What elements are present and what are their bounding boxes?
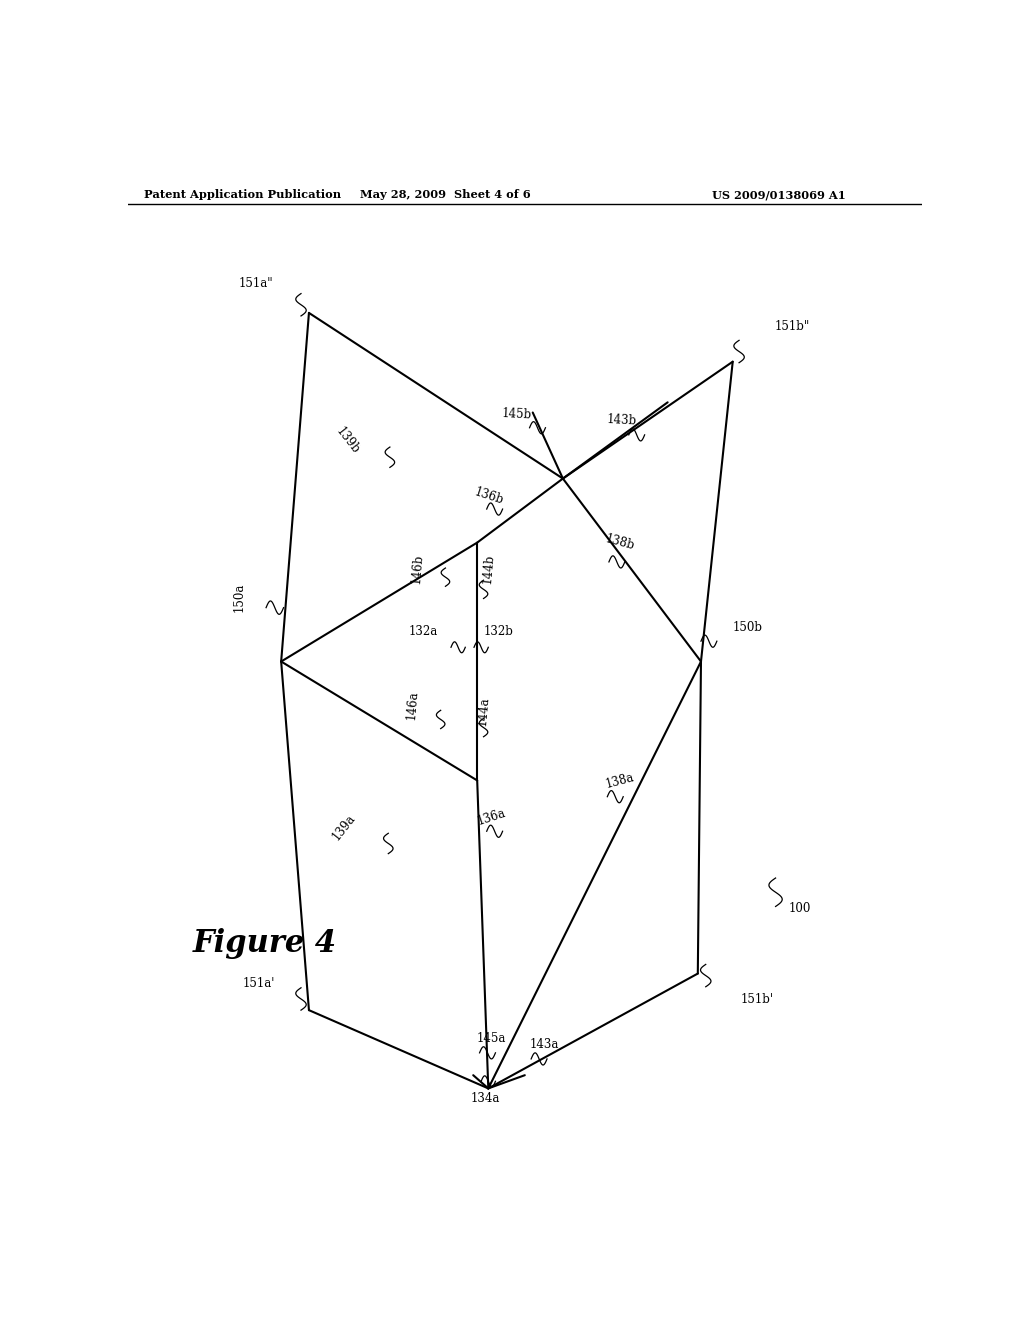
Text: Patent Application Publication: Patent Application Publication [143,190,341,201]
Text: 134a: 134a [470,1092,500,1105]
Text: 132b: 132b [483,624,513,638]
Text: 150a: 150a [232,583,246,612]
Text: 136a: 136a [475,807,508,828]
Text: 146a: 146a [404,690,420,721]
Text: 138a: 138a [604,771,636,791]
Text: 143b: 143b [606,413,637,428]
Text: 150b: 150b [733,622,763,635]
Text: 143a: 143a [529,1039,558,1051]
Text: 151a': 151a' [243,977,274,990]
Text: 139a: 139a [330,812,358,842]
Text: 132a: 132a [409,624,437,638]
Text: 144b: 144b [480,553,496,585]
Text: 138b: 138b [604,532,636,553]
Text: May 28, 2009  Sheet 4 of 6: May 28, 2009 Sheet 4 of 6 [360,190,530,201]
Text: 151b': 151b' [740,994,774,1006]
Text: 145b: 145b [502,408,532,422]
Text: 139b: 139b [334,425,362,457]
Text: Figure 4: Figure 4 [194,928,337,958]
Text: 144a: 144a [476,696,492,726]
Text: 151b": 151b" [775,319,810,333]
Text: 145a: 145a [477,1032,506,1045]
Text: 100: 100 [788,902,811,915]
Text: 136b: 136b [473,484,506,507]
Text: 146b: 146b [410,553,425,585]
Text: 151a": 151a" [239,277,273,290]
Text: US 2009/0138069 A1: US 2009/0138069 A1 [712,190,846,201]
